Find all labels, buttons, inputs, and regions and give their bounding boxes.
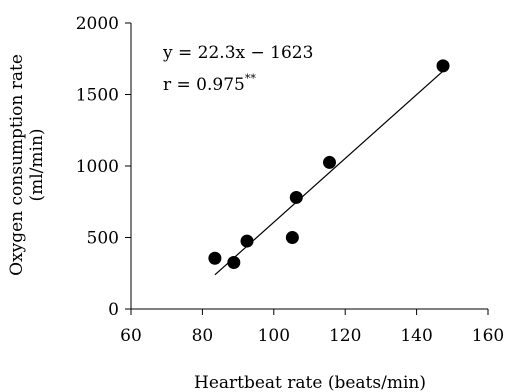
- y-axis-title-line2: (ml/min): [27, 128, 47, 201]
- x-axis-title: Heartbeat rate (beats/min): [194, 373, 426, 392]
- x-tick-label: 120: [329, 326, 361, 346]
- data-point: [322, 155, 336, 169]
- y-tick-label: 1500: [76, 86, 119, 106]
- data-point: [227, 256, 241, 270]
- y-tick-label: 1000: [76, 157, 119, 177]
- data-point: [240, 234, 254, 248]
- y-axis-title-line1: Oxygen consumption rate: [7, 54, 27, 276]
- data-point: [289, 190, 303, 204]
- data-point: [436, 59, 450, 73]
- x-tick-label: 160: [472, 326, 504, 346]
- y-tick-label: 2000: [76, 14, 119, 34]
- x-tick-label: 60: [120, 326, 142, 346]
- data-point: [285, 231, 299, 244]
- regression-line: [214, 67, 448, 276]
- y-tick-label: 0: [108, 300, 119, 320]
- x-tick-label: 100: [258, 326, 290, 346]
- axis-ticks: 60 80 100 120 140 160 0 500 1000 1500 2000: [76, 14, 504, 346]
- r-annotation: r = 0.975**: [163, 72, 256, 95]
- fit-line-group: [214, 67, 448, 276]
- x-tick-label: 80: [192, 326, 214, 346]
- r-value-text: r = 0.975: [163, 75, 245, 95]
- x-tick-label: 140: [400, 326, 432, 346]
- data-point: [208, 251, 222, 265]
- y-tick-label: 500: [87, 229, 119, 249]
- equation-annotation: y = 22.3x − 1623: [162, 43, 313, 63]
- data-points: [208, 59, 450, 270]
- axes: [130, 23, 488, 310]
- r-significance-superscript: **: [245, 72, 257, 85]
